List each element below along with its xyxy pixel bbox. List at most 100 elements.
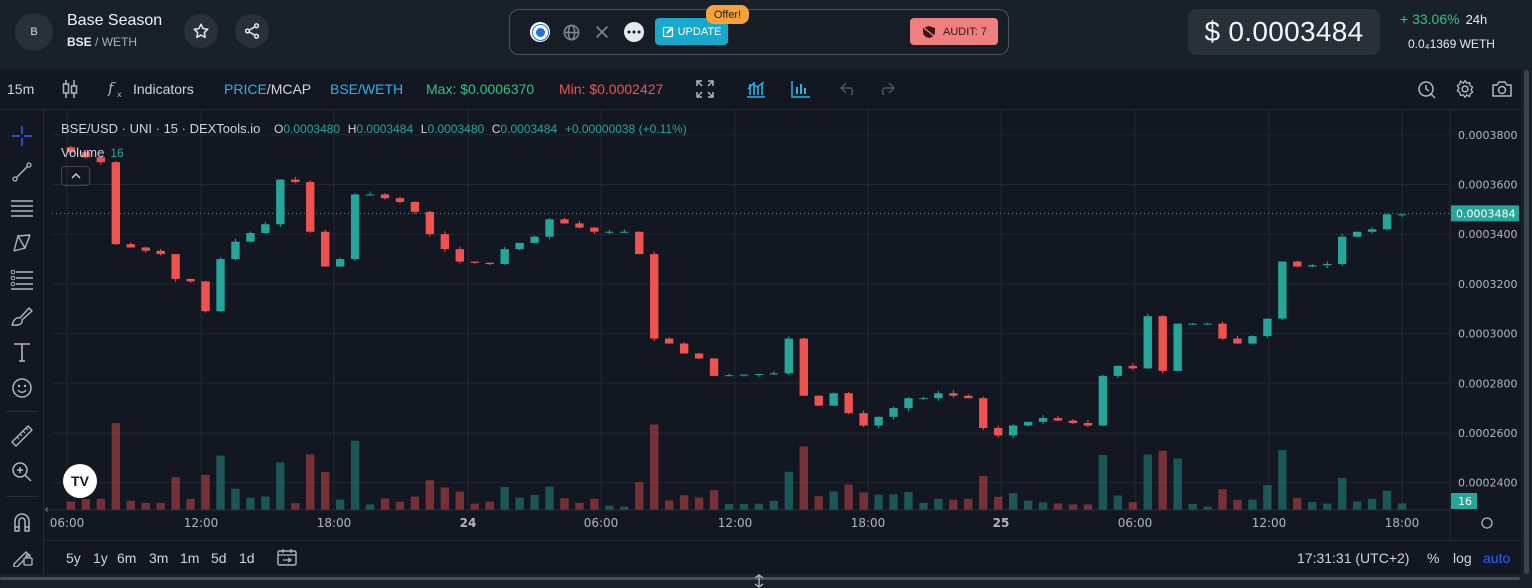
volume-bar [410, 496, 420, 510]
candles-type-button[interactable] [59, 78, 81, 100]
candle-body [590, 227, 599, 232]
panel-resize-handle[interactable] [0, 574, 1532, 588]
candle-body [425, 211, 435, 235]
fibonacci-icon[interactable] [10, 268, 34, 292]
text-tool-icon[interactable] [10, 340, 34, 364]
favorite-button[interactable] [184, 14, 218, 48]
open-value: 0.0003480 [283, 122, 341, 136]
camera-icon[interactable] [1491, 78, 1513, 100]
mcap-option[interactable]: MCAP [270, 81, 312, 97]
candle-body [1233, 338, 1242, 344]
update-button[interactable]: UPDATE [655, 18, 728, 45]
candlestick-icon [62, 80, 78, 98]
candle-body [1083, 423, 1093, 426]
candle-body [306, 182, 315, 232]
time-tick-label: 12:00 [184, 516, 219, 530]
time-axis[interactable]: 06:00 12:00 18:00 24 06:00 12:00 18:00 25 06:00 1… [44, 504, 1493, 530]
range-1d[interactable]: 1d [239, 550, 255, 566]
tradingview-logo[interactable]: TV [63, 464, 97, 498]
audit-button[interactable]: AUDIT: 7 [910, 18, 998, 45]
volume-bar [859, 492, 868, 510]
magnet-icon[interactable] [10, 510, 34, 534]
crosshair-icon[interactable] [10, 124, 34, 148]
candle-body [455, 249, 464, 262]
volume-bar [949, 499, 958, 510]
indicators-button[interactable]: Indicators [133, 81, 194, 97]
range-1y[interactable]: 1y [93, 550, 108, 566]
candle-body [500, 249, 509, 265]
alert-icon[interactable] [1416, 78, 1438, 100]
price-tick-label: 0.0002800 [1458, 377, 1518, 390]
lock-drawings-icon[interactable] [10, 544, 34, 568]
token-avatar[interactable]: B [15, 13, 53, 51]
volume-bar [1293, 497, 1302, 510]
candle-body [949, 393, 958, 396]
auto-toggle[interactable]: auto [1483, 550, 1511, 566]
base-chain-icon[interactable] [530, 22, 550, 42]
volume-bar [709, 490, 719, 510]
scrollbar-thumb[interactable] [1524, 70, 1529, 574]
horizontal-lines-icon[interactable] [10, 196, 34, 220]
redo-icon[interactable] [875, 78, 897, 100]
range-5y[interactable]: 5y [66, 550, 81, 566]
interval-button[interactable]: 15m [7, 81, 35, 97]
price-change: + 33.06% 24h [1400, 11, 1487, 27]
percent-toggle[interactable]: % [1427, 550, 1440, 566]
date-range-icon[interactable] [277, 548, 297, 569]
page-scrollbar[interactable] [1521, 70, 1532, 574]
candle-body [979, 398, 988, 429]
price-chart[interactable]: 0.0003800 0.0003600 0.0003400 0.0003200 0.00… [44, 110, 1521, 540]
volume-bar [171, 477, 180, 510]
volume-bar [650, 424, 659, 510]
volume-chart-icon[interactable] [790, 78, 812, 100]
ruler-icon[interactable] [10, 424, 34, 448]
close-key: C [491, 122, 501, 136]
volume-bar [1367, 498, 1377, 510]
price-axis[interactable]: 0.0003800 0.0003600 0.0003400 0.0003200 0.00… [1449, 110, 1519, 540]
bars-overlay-icon[interactable] [745, 78, 767, 100]
axis-settings-icon [1481, 517, 1493, 529]
settings-gear-icon[interactable] [1454, 78, 1476, 100]
candle-body [171, 254, 180, 279]
zoom-in-icon[interactable] [10, 460, 34, 484]
candle-body [620, 231, 629, 233]
pair-toggle[interactable]: BSE/WETH [330, 81, 404, 97]
time-tick-label: 06:00 [50, 516, 85, 530]
undo-icon[interactable] [838, 78, 860, 100]
log-toggle[interactable]: log [1453, 550, 1472, 566]
offer-badge[interactable]: Offer! [706, 5, 749, 24]
collapse-legend-button[interactable] [61, 166, 90, 186]
volume-label: Volume [61, 145, 105, 160]
emoji-icon[interactable] [10, 376, 34, 400]
volume-bar [530, 495, 539, 510]
clock-time[interactable]: 17:31:31 (UTC+2) [1297, 550, 1410, 566]
volume-bar [844, 484, 853, 510]
volume-bar [829, 491, 838, 510]
brush-icon[interactable] [10, 304, 34, 328]
volume-bar [231, 488, 240, 510]
volume-bar [769, 500, 779, 510]
range-1m[interactable]: 1m [180, 550, 200, 566]
more-links-icon[interactable] [624, 22, 644, 42]
trend-line-icon[interactable] [10, 160, 34, 184]
price-mcap-toggle[interactable]: PRICE/MCAP [224, 81, 312, 97]
range-6m[interactable]: 6m [117, 550, 137, 566]
share-button[interactable] [235, 14, 269, 48]
candle-body [799, 338, 808, 396]
website-globe-icon[interactable] [561, 22, 581, 42]
fullscreen-icon[interactable] [694, 78, 716, 100]
current-price: $ 0.0003484 [1188, 9, 1380, 55]
range-3m[interactable]: 3m [149, 550, 169, 566]
candle-body [1173, 323, 1182, 371]
range-5d[interactable]: 5d [211, 550, 227, 566]
candle-body [814, 395, 823, 406]
price-option[interactable]: PRICE [224, 81, 267, 97]
price-tick-label: 0.0003600 [1458, 179, 1518, 192]
volume-bar [754, 503, 764, 510]
candle-body [321, 231, 330, 267]
pattern-tool-icon[interactable] [10, 231, 34, 255]
x-twitter-icon[interactable] [592, 22, 612, 42]
volume-bar [560, 498, 569, 510]
